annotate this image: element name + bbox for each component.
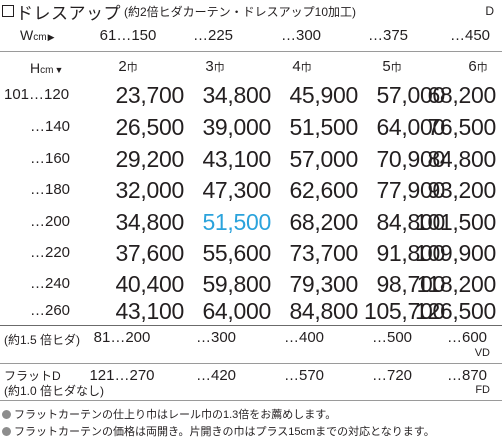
price-cell: 64,000 bbox=[202, 298, 271, 324]
down-triangle-icon: ▼ bbox=[54, 65, 64, 75]
price-cell: 59,800 bbox=[202, 271, 271, 297]
price-cell: 57,000 bbox=[289, 146, 358, 172]
option-code: FD bbox=[475, 384, 490, 396]
width-range: …300 bbox=[280, 27, 322, 44]
width-range: …375 bbox=[367, 27, 409, 44]
divider bbox=[0, 325, 502, 326]
height-range: …180 bbox=[30, 181, 71, 198]
note-text: フラットカーテンの仕上り巾はレール巾の1.3倍をお薦めします。 bbox=[14, 409, 337, 421]
height-header-label: Hcm▼ bbox=[30, 60, 64, 76]
price-cell: 105,700 bbox=[363, 298, 445, 324]
note: フラットカーテンの仕上り巾はレール巾の1.3倍をお薦めします。 bbox=[2, 406, 336, 422]
price-cell: 68,200 bbox=[427, 82, 496, 108]
divider bbox=[0, 51, 502, 52]
panel-count: 4巾 bbox=[292, 58, 312, 75]
price-cell: 43,100 bbox=[115, 298, 184, 324]
option-width: 81…200 bbox=[93, 329, 151, 346]
option-label: フラットD bbox=[4, 369, 61, 383]
price-cell: 37,600 bbox=[115, 240, 184, 266]
panel-count: 5巾 bbox=[382, 58, 402, 75]
price-cell: 45,900 bbox=[289, 82, 358, 108]
price-cell: 62,600 bbox=[289, 177, 358, 203]
bullet-icon bbox=[2, 426, 11, 436]
bullet-icon bbox=[2, 409, 11, 419]
price-cell: 34,800 bbox=[202, 82, 271, 108]
option-label: (約1.5 倍ヒダ) bbox=[4, 333, 81, 347]
price-cell: 51,500 bbox=[289, 114, 358, 140]
price-cell: 39,000 bbox=[202, 114, 271, 140]
height-range: …220 bbox=[30, 244, 71, 261]
height-range: …200 bbox=[30, 213, 71, 230]
price-cell: 84,800 bbox=[427, 146, 496, 172]
price-cell: 98,700 bbox=[376, 271, 445, 297]
panel-count: 3巾 bbox=[205, 58, 225, 75]
option-width: …400 bbox=[283, 329, 325, 346]
option-width: …600 bbox=[446, 329, 488, 346]
title-subtitle: (約2倍ヒダカーテン・ドレスアップ10加工) bbox=[124, 4, 357, 19]
height-range: …160 bbox=[30, 150, 71, 167]
price-cell: 32,000 bbox=[115, 177, 184, 203]
width-header-label: Wcm▶ bbox=[20, 27, 55, 43]
panel-count: 2巾 bbox=[118, 58, 138, 75]
width-range: …225 bbox=[192, 27, 234, 44]
price-cell: 93,200 bbox=[427, 177, 496, 203]
note: フラットカーテンの価格は両開き。片開きの巾はプラス15cmまでの対応となります。 bbox=[2, 423, 435, 439]
price-cell: 57,000 bbox=[376, 82, 445, 108]
option-width: …420 bbox=[195, 367, 237, 384]
divider bbox=[0, 400, 502, 401]
price-cell: 126,500 bbox=[414, 298, 496, 324]
price-cell: 43,100 bbox=[202, 146, 271, 172]
price-cell: 84,800 bbox=[289, 298, 358, 324]
price-cell: 77,900 bbox=[376, 177, 445, 203]
price-cell: 40,400 bbox=[115, 271, 184, 297]
height-range: …140 bbox=[30, 118, 71, 135]
price-cell: 64,000 bbox=[376, 114, 445, 140]
price-cell: 76,500 bbox=[427, 114, 496, 140]
price-cell: 23,700 bbox=[115, 82, 184, 108]
option-width: …870 bbox=[446, 367, 488, 384]
price-cell: 118,200 bbox=[416, 271, 497, 297]
divider bbox=[0, 363, 502, 364]
width-range: …450 bbox=[449, 27, 491, 44]
height-range: …240 bbox=[30, 275, 71, 292]
page-title: ドレスアップ (約2倍ヒダカーテン・ドレスアップ10加工) bbox=[2, 0, 357, 23]
right-triangle-icon: ▶ bbox=[47, 32, 55, 42]
price-cell: 26,500 bbox=[115, 114, 184, 140]
option-sublabel: (約1.0 倍ヒダなし) bbox=[4, 384, 105, 398]
price-cell: 91,800 bbox=[376, 240, 445, 266]
price-cell: 70,900 bbox=[376, 146, 445, 172]
price-cell: 101,500 bbox=[414, 209, 496, 235]
price-cell: 55,600 bbox=[202, 240, 271, 266]
price-cell: 79,300 bbox=[289, 271, 358, 297]
option-width: 121…270 bbox=[89, 367, 155, 384]
panel-count: 6巾 bbox=[468, 58, 488, 75]
price-cell: 109,900 bbox=[414, 240, 496, 266]
price-cell: 84,800 bbox=[376, 209, 445, 235]
price-cell: 47,300 bbox=[202, 177, 271, 203]
height-range: 101…120 bbox=[4, 86, 70, 103]
width-range: 61…150 bbox=[99, 27, 157, 44]
option-width: …720 bbox=[371, 367, 413, 384]
option-width: …300 bbox=[195, 329, 237, 346]
title-text: ドレスアップ bbox=[16, 3, 121, 23]
price-cell: 34,800 bbox=[115, 209, 184, 235]
option-width: …570 bbox=[283, 367, 325, 384]
checkbox-square-icon bbox=[2, 5, 14, 17]
option-code: VD bbox=[474, 347, 490, 359]
option-width: …500 bbox=[371, 329, 413, 346]
height-range: …260 bbox=[30, 302, 71, 319]
note-text: フラットカーテンの価格は両開き。片開きの巾はプラス15cmまでの対応となります。 bbox=[14, 426, 435, 438]
price-cell: 29,200 bbox=[115, 146, 184, 172]
price-cell-highlighted: 51,500 bbox=[202, 209, 271, 235]
product-code: D bbox=[485, 4, 494, 18]
price-cell: 73,700 bbox=[289, 240, 358, 266]
price-cell: 68,200 bbox=[289, 209, 358, 235]
